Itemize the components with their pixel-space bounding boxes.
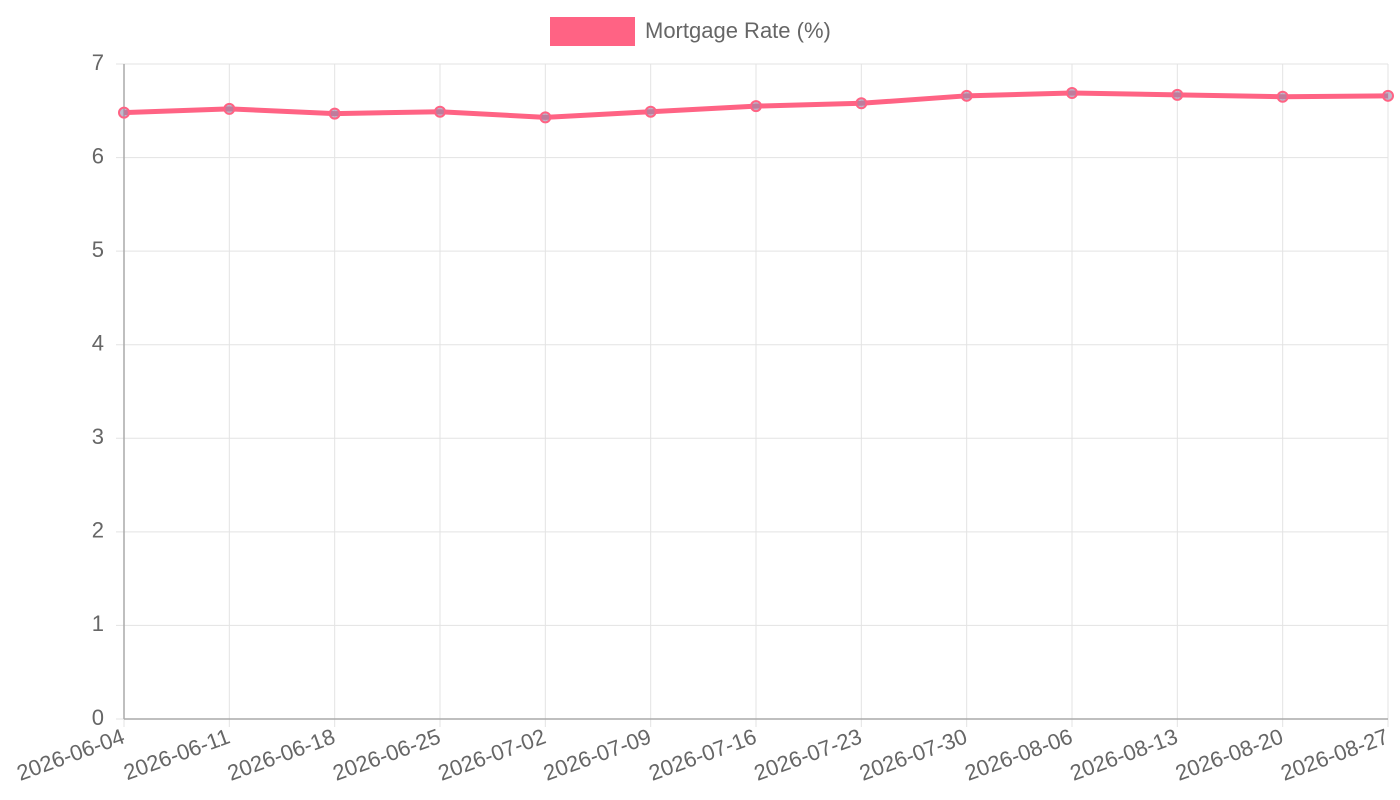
point [750,100,762,113]
y-tick-label: 3 [92,424,104,449]
x-tick-label: 2026-06-04 [13,724,127,786]
x-tick-label: 2026-07-16 [645,724,759,786]
x-tick-label: 2026-08-13 [1067,724,1181,786]
point [1066,87,1078,100]
y-tick-label: 5 [92,237,104,262]
point [855,97,868,110]
y-tick-label: 4 [92,331,104,356]
x-tick-label: 2026-08-27 [1277,724,1391,786]
x-tick-label: 2026-06-11 [120,724,233,785]
y-tick-label: 7 [92,50,104,75]
point [539,111,552,124]
point [644,105,657,118]
x-tick-label: 2026-07-30 [856,724,970,786]
x-tick-label: 2026-07-02 [435,724,549,786]
point [118,106,130,119]
x-tick-label: 2026-08-06 [961,724,1075,786]
y-tick-label: 2 [92,518,104,543]
point [328,107,341,120]
legend-label: Mortgage Rate (%) [645,18,831,43]
point [960,89,973,102]
x-tick-label: 2026-08-20 [1172,724,1286,786]
point [223,102,236,115]
x-tick-label: 2026-06-25 [329,724,443,786]
x-tick-label: 2026-07-23 [751,724,865,786]
y-tick-label: 6 [92,143,104,168]
point [1382,89,1394,102]
y-tick-label: 0 [92,705,104,730]
point [1276,90,1289,103]
y-tick-label: 1 [92,611,104,636]
x-tick-label: 2026-06-18 [224,724,338,786]
legend-swatch [550,17,635,46]
point [434,105,446,118]
x-tick-label: 2026-07-09 [540,724,654,786]
point [1171,88,1184,101]
